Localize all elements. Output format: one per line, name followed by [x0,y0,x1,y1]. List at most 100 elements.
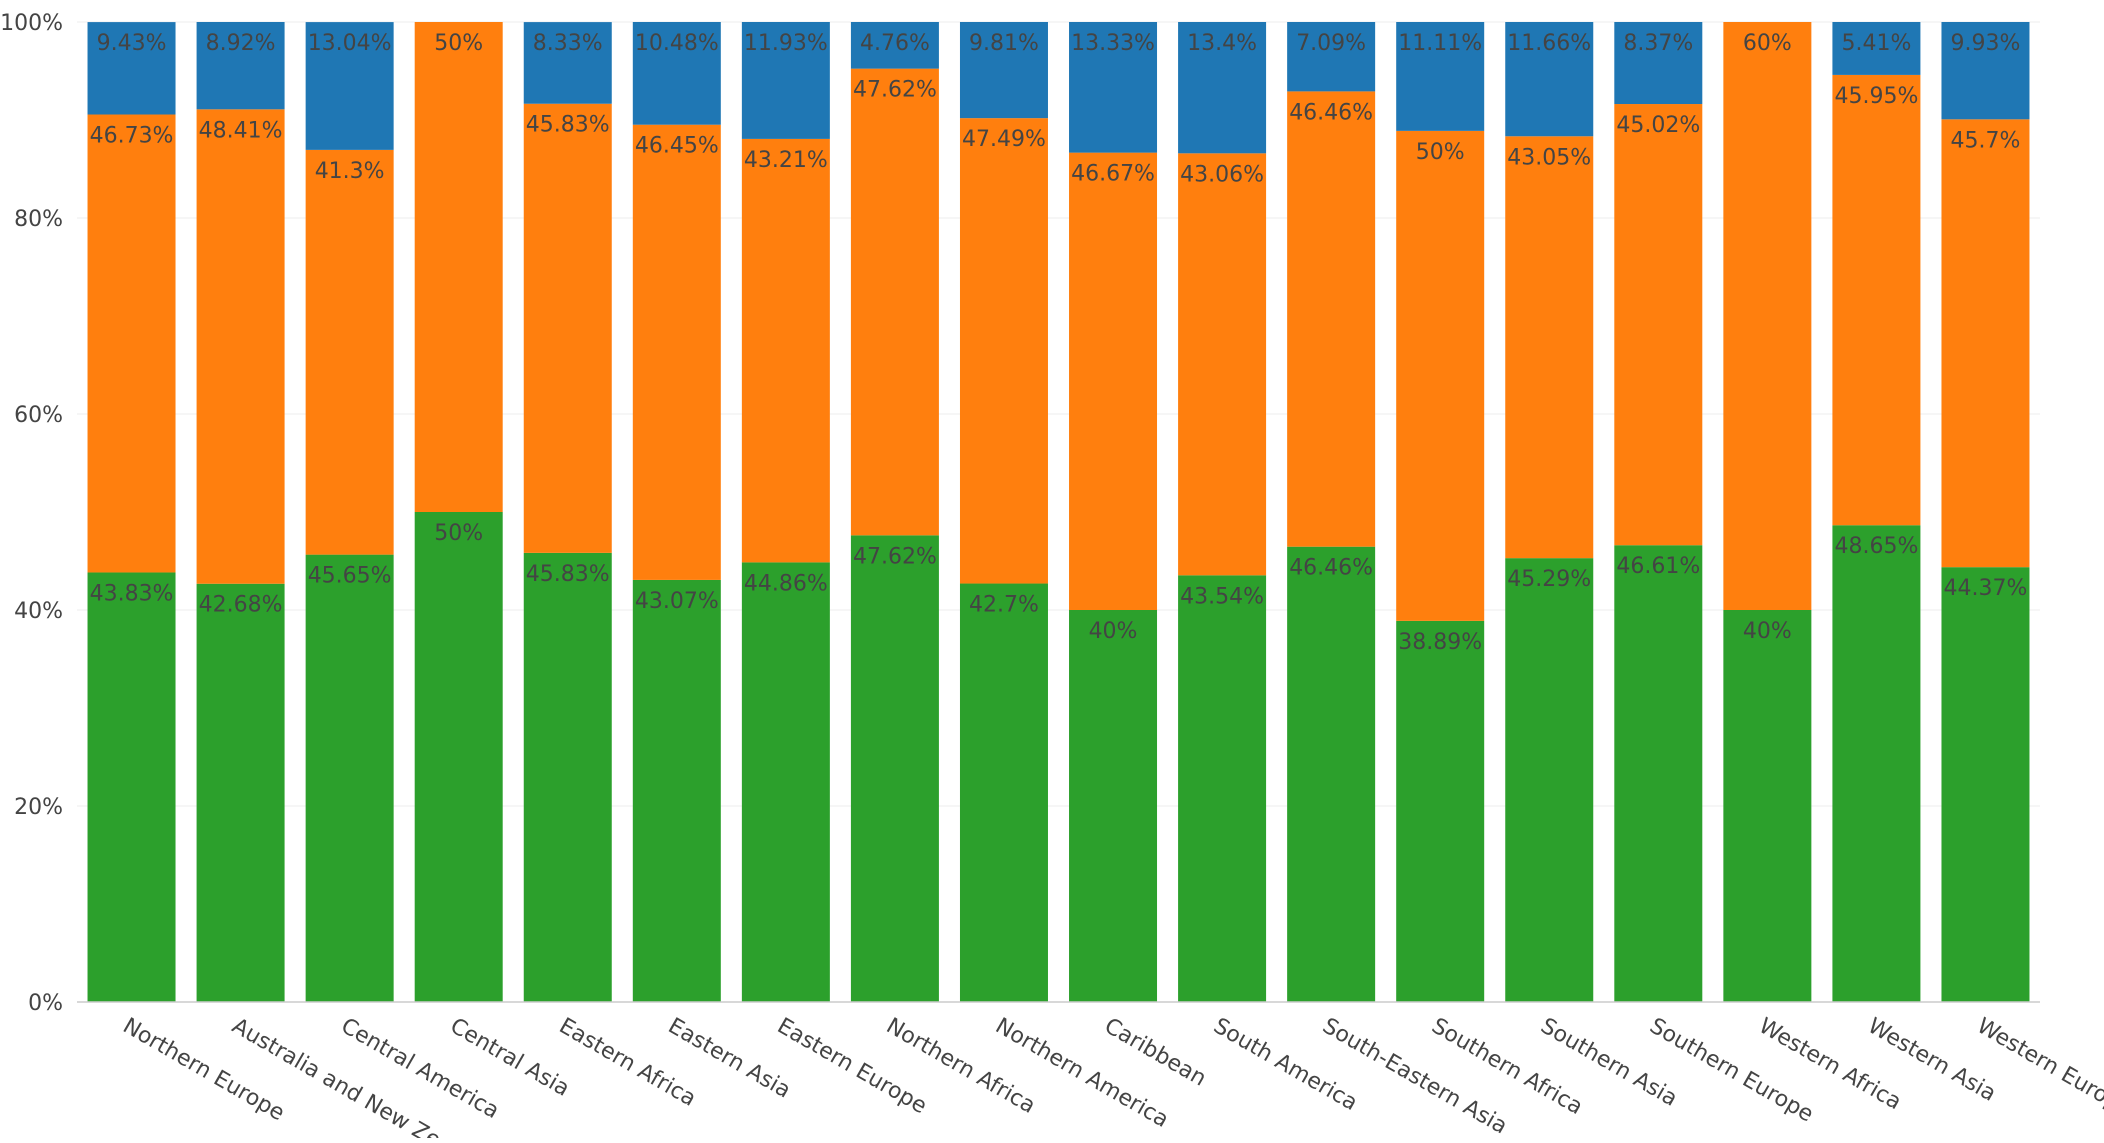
bar-segment [741,138,830,563]
bar-segment [1614,22,1703,105]
bar-data-label: 45.95% [1834,84,1918,109]
bar-segment [1287,22,1376,92]
y-tick-label: 80% [14,207,63,232]
bar-segment [523,552,612,1002]
bar-segment [632,22,721,125]
bar-data-label: 11.93% [744,31,828,56]
bar-data-label: 43.54% [1180,584,1264,609]
bar-segment [305,149,394,555]
bar-data-label: 43.07% [635,589,719,614]
bar-segment [523,22,612,104]
bar-data-label: 45.83% [526,562,610,587]
bar-segment [414,512,503,1002]
bars [87,22,2030,1002]
bar-data-label: 45.02% [1616,113,1700,138]
bar-data-label: 46.45% [635,134,719,159]
bar-data-label: 46.46% [1289,556,1373,581]
bar-data-label: 43.21% [744,148,828,173]
bar-segment [87,22,176,115]
bar-data-label: 43.83% [90,581,174,606]
bar-data-label: 47.62% [853,78,937,103]
bar-segment [1614,545,1703,1002]
bar-data-label: 43.05% [1507,145,1591,170]
y-tick-label: 0% [28,991,63,1016]
bar-segment [632,579,721,1002]
bar-segment [305,554,394,1002]
bar-data-label: 8.92% [206,31,276,56]
bar-data-label: 8.33% [533,31,603,56]
bar-data-label: 44.37% [1944,576,2028,601]
bar-data-label: 50% [434,31,483,56]
bar-data-label: 4.76% [860,31,930,56]
bar-data-label: 43.06% [1180,162,1264,187]
bar-data-label: 5.41% [1841,31,1911,56]
bar-data-label: 9.93% [1951,31,2021,56]
bar-data-label: 13.04% [308,31,392,56]
bar-segment [523,103,612,553]
bar-data-label: 47.49% [962,127,1046,152]
bar-segment [850,22,939,69]
bar-data-label: 46.61% [1616,554,1700,579]
bar-segment [1069,152,1158,610]
bar-segment [1723,610,1812,1002]
bar-data-label: 48.65% [1834,534,1918,559]
bar-segment [632,124,721,580]
y-tick-label: 100% [0,11,63,36]
bar-segment [1287,546,1376,1002]
bar-segment [741,562,830,1002]
bar-data-label: 10.48% [635,31,719,56]
bar-segment [959,22,1048,119]
bar-data-label: 8.37% [1623,31,1693,56]
bar-segment [850,535,939,1002]
bar-segment [1287,91,1376,547]
bar-segment [1069,610,1158,1002]
bar-data-label: 50% [1416,140,1465,165]
bar-data-label: 42.7% [969,593,1039,618]
bar-data-label: 45.29% [1507,567,1591,592]
bar-data-label: 50% [434,521,483,546]
bar-segment [1396,130,1485,621]
bar-segment [1505,558,1594,1002]
x-tick-label: Western Europe [1972,1014,2104,1123]
bar-data-label: 13.33% [1071,31,1155,56]
bar-segment [850,68,939,536]
bar-data-label: 44.86% [744,571,828,596]
bar-data-label: 11.66% [1507,31,1591,56]
data-labels: 43.83% 46.73% 9.43% 42.68% 48.41% 8.92% 45.65%… [90,31,2028,655]
bar-segment [1178,575,1267,1002]
x-tick-label: South-Eastern Asia [1318,1014,1511,1138]
bar-data-label: 40% [1743,619,1792,644]
bar-segment [1941,22,2030,120]
bar-data-label: 42.68% [199,593,283,618]
bar-data-label: 48.41% [199,118,283,143]
bar-segment [196,583,285,1002]
bar-segment [87,572,176,1002]
bar-data-label: 41.3% [315,159,385,184]
y-axis: 0% 20% 40% 60% 80% 100% [0,11,2040,1016]
y-tick-label: 40% [14,599,63,624]
bar-segment [1505,136,1594,559]
bar-data-label: 40% [1089,619,1138,644]
bar-segment [414,22,503,512]
y-tick-label: 60% [14,403,63,428]
bar-data-label: 9.43% [97,31,167,56]
bar-segment [1941,119,2030,568]
bar-segment [1505,22,1594,137]
bar-data-label: 45.7% [1951,128,2021,153]
y-tick-label: 20% [14,795,63,820]
bar-segment [1396,620,1485,1002]
bar-segment [1614,104,1703,546]
bar-data-label: 46.46% [1289,100,1373,125]
bar-segment [1832,525,1921,1002]
bar-data-label: 45.65% [308,564,392,589]
bar-segment [196,22,285,110]
bar-data-label: 7.09% [1296,31,1366,56]
bar-segment [959,583,1048,1002]
bar-data-label: 47.62% [853,544,937,569]
bar-segment [1178,153,1267,576]
bar-segment [1941,567,2030,1002]
bar-segment [1396,22,1485,131]
